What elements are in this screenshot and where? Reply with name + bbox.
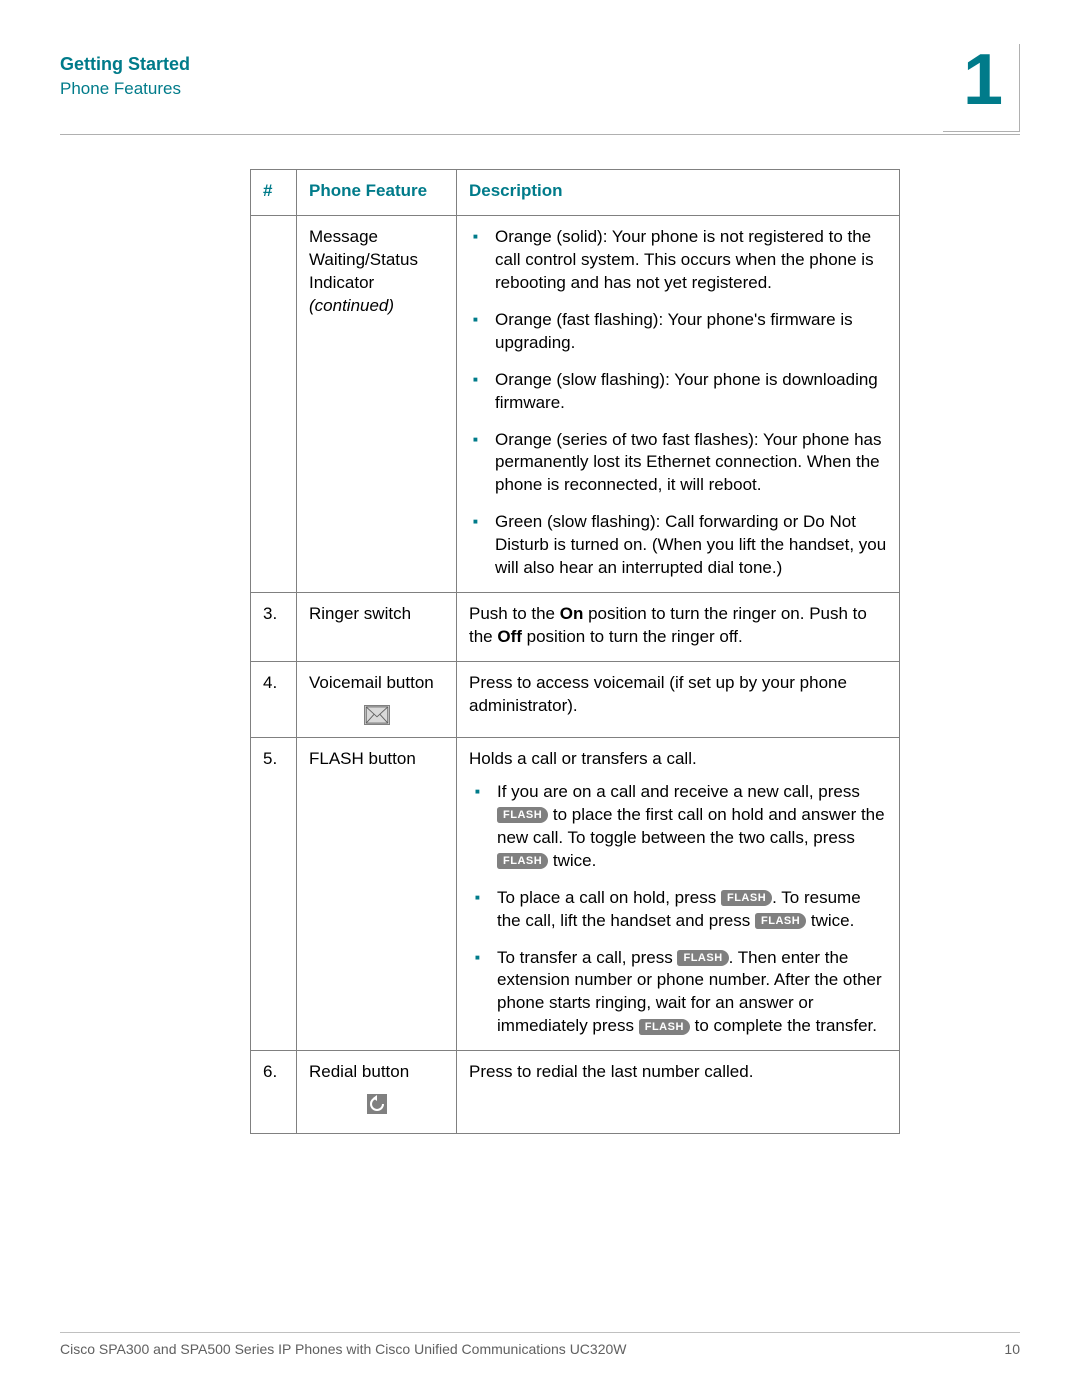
table-row: 6. Redial button Press to redial the las… — [251, 1051, 900, 1134]
cell-description: Holds a call or transfers a call. If you… — [457, 737, 900, 1050]
table-row: Message Waiting/Status Indicator (contin… — [251, 215, 900, 592]
feature-icon-wrap — [309, 699, 444, 725]
bullet-item: Orange (slow flashing): Your phone is do… — [469, 369, 887, 415]
features-table-wrap: # Phone Feature Description Message Wait… — [250, 169, 1020, 1134]
bullet-item: To place a call on hold, press FLASH. To… — [469, 887, 887, 933]
cell-description: Press to access voicemail (if set up by … — [457, 662, 900, 738]
feature-name: Redial button — [309, 1062, 409, 1081]
text: If you are on a call and receive a new c… — [497, 782, 860, 801]
col-header-description: Description — [457, 170, 900, 216]
desc-intro: Holds a call or transfers a call. — [469, 748, 887, 771]
cell-description: Press to redial the last number called. — [457, 1051, 900, 1134]
text: Push to the — [469, 604, 560, 623]
cell-feature: Message Waiting/Status Indicator (contin… — [297, 215, 457, 592]
cell-description: Orange (solid): Your phone is not regist… — [457, 215, 900, 592]
features-table: # Phone Feature Description Message Wait… — [250, 169, 900, 1134]
text: position to turn the ringer off. — [522, 627, 743, 646]
chapter-number: 1 — [943, 44, 1020, 132]
feature-icon-wrap — [309, 1088, 444, 1121]
col-header-feature: Phone Feature — [297, 170, 457, 216]
flash-key-icon: FLASH — [755, 913, 806, 929]
bullet-item: Green (slow flashing): Call forwarding o… — [469, 511, 887, 580]
envelope-icon — [364, 705, 390, 725]
bullet-list: If you are on a call and receive a new c… — [469, 781, 887, 1038]
redial-icon — [367, 1094, 387, 1114]
footer-text: Cisco SPA300 and SPA500 Series IP Phones… — [60, 1341, 627, 1357]
bullet-item: Orange (fast flashing): Your phone's fir… — [469, 309, 887, 355]
bold-text: Off — [497, 627, 522, 646]
bold-text: On — [560, 604, 584, 623]
text: twice. — [548, 851, 596, 870]
text: To place a call on hold, press — [497, 888, 721, 907]
cell-num: 3. — [251, 593, 297, 662]
flash-key-icon: FLASH — [497, 853, 548, 869]
cell-feature: FLASH button — [297, 737, 457, 1050]
page-footer: Cisco SPA300 and SPA500 Series IP Phones… — [60, 1332, 1020, 1357]
col-header-num: # — [251, 170, 297, 216]
bullet-item: Orange (series of two fast flashes): You… — [469, 429, 887, 498]
page-header: Getting Started Phone Features 1 — [60, 54, 1020, 134]
flash-key-icon: FLASH — [677, 950, 728, 966]
flash-key-icon: FLASH — [497, 807, 548, 823]
flash-key-icon: FLASH — [721, 890, 772, 906]
header-rule — [60, 134, 1020, 135]
table-header-row: # Phone Feature Description — [251, 170, 900, 216]
cell-num: 4. — [251, 662, 297, 738]
cell-num: 5. — [251, 737, 297, 1050]
bullet-list: Orange (solid): Your phone is not regist… — [469, 226, 887, 580]
feature-name: Voicemail button — [309, 673, 434, 692]
text: to place the first call on hold and answ… — [497, 805, 885, 847]
cell-feature: Voicemail button — [297, 662, 457, 738]
bullet-item: To transfer a call, press FLASH. Then en… — [469, 947, 887, 1039]
cell-description: Push to the On position to turn the ring… — [457, 593, 900, 662]
feature-note: (continued) — [309, 296, 394, 315]
cell-num: 6. — [251, 1051, 297, 1134]
text: to complete the transfer. — [690, 1016, 877, 1035]
cell-num — [251, 215, 297, 592]
subsection-title: Phone Features — [60, 79, 190, 99]
section-title: Getting Started — [60, 54, 190, 75]
page-number: 10 — [1004, 1341, 1020, 1357]
cell-feature: Ringer switch — [297, 593, 457, 662]
bullet-item: Orange (solid): Your phone is not regist… — [469, 226, 887, 295]
bullet-item: If you are on a call and receive a new c… — [469, 781, 887, 873]
text: To transfer a call, press — [497, 948, 677, 967]
cell-feature: Redial button — [297, 1051, 457, 1134]
header-left: Getting Started Phone Features — [60, 54, 190, 99]
flash-key-icon: FLASH — [639, 1019, 690, 1035]
text: twice. — [806, 911, 854, 930]
table-row: 4. Voicemail button Press to access voic… — [251, 662, 900, 738]
table-row: 5. FLASH button Holds a call or transfer… — [251, 737, 900, 1050]
page: Getting Started Phone Features 1 # Phone… — [0, 0, 1080, 1397]
table-row: 3. Ringer switch Push to the On position… — [251, 593, 900, 662]
feature-name: Message Waiting/Status Indicator — [309, 227, 418, 292]
